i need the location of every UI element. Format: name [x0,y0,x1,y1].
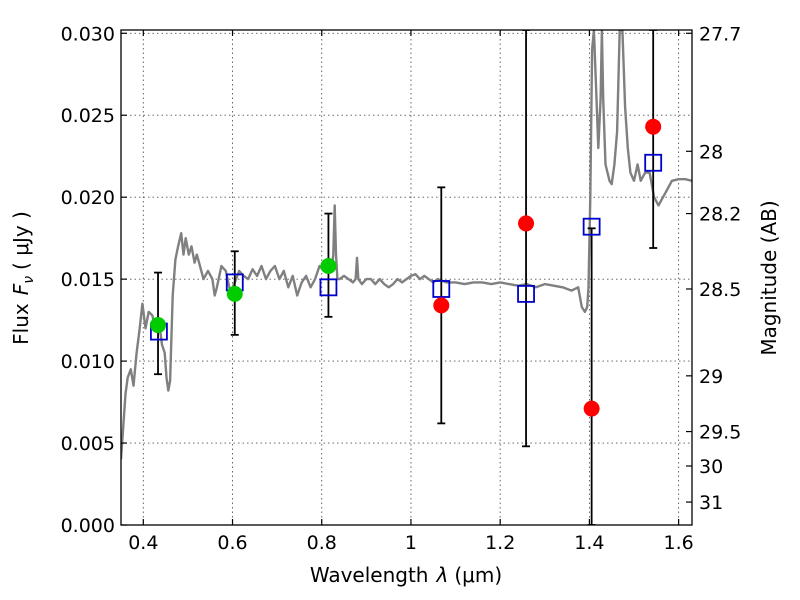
y2-tick-label: 30 [699,456,723,478]
y2-axis-ticks: 27.7 28 28.2 28.5 29 29.5 30 31 [686,23,741,514]
plot-area [121,30,692,525]
model-photometry-square [582,217,601,236]
y2-axis-label: Magnitude (AB) [757,200,781,355]
y-tick-label: 0.020 [61,187,115,209]
y-axis-ticks: 0.000 0.005 0.010 0.015 0.020 0.025 0.030 [61,23,127,537]
y2-tick-label: 31 [699,492,723,514]
y2-tick-label: 29.5 [699,422,741,444]
x-axis-ticks: 0.4 0.6 0.8 1 1.2 1.4 1.6 [128,30,694,554]
model-photometry-square [644,153,663,172]
y-tick-label: 0.030 [61,23,115,45]
x-axis-label: Wavelength λ (μm) [310,563,502,587]
y-tick-label: 0.010 [61,351,115,373]
grid-lines [121,30,692,525]
detection-point [320,258,337,275]
y-tick-label: 0.015 [61,269,115,291]
y-tick-label: 0.000 [61,515,115,537]
y2-tick-label: 28.5 [699,279,741,301]
x-tick-label: 0.6 [217,532,247,554]
model-photometry-square [319,278,338,297]
x-tick-label: 1.4 [574,532,604,554]
plot-frame [120,29,693,526]
detection-point [226,285,243,302]
model-photometry-square [517,284,535,303]
detection-point [150,317,167,334]
non-detection-point [518,215,535,232]
non-detection-point [645,118,662,135]
model-photometry-square [432,280,451,298]
y2-tick-label: 29 [699,366,723,388]
non-detection-point [583,400,600,417]
non-detection-point [433,297,450,314]
x-tick-label: 0.8 [307,532,337,554]
spectrum-line [121,30,692,460]
y2-tick-label: 28.2 [699,204,741,226]
y2-tick-label: 28 [699,141,723,163]
x-tick-label: 1.6 [664,532,694,554]
x-tick-label: 1.2 [485,532,515,554]
y-tick-label: 0.025 [61,105,115,127]
x-tick-label: 0.4 [128,532,158,554]
y-axis-label: FluxFν( μJy ) [9,211,37,345]
y-tick-label: 0.005 [61,433,115,455]
x-tick-label: 1 [405,532,417,554]
y2-tick-label: 27.7 [699,23,741,45]
